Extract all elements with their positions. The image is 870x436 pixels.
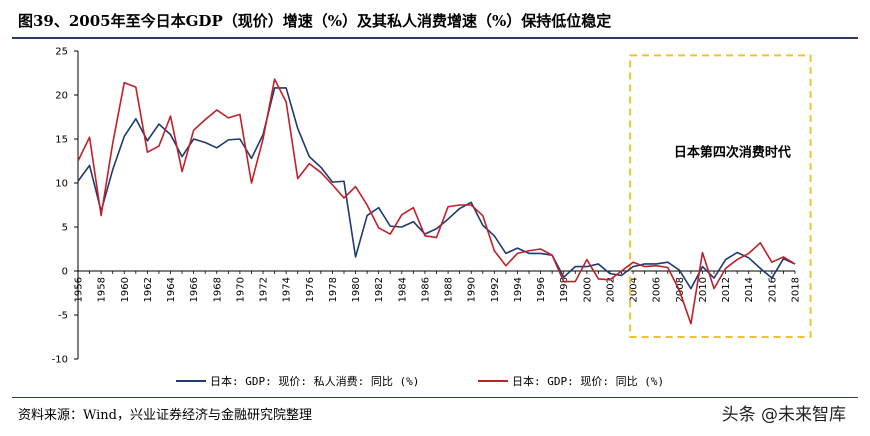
source-note: 资料来源：Wind，兴业证券经济与金融研究院整理 xyxy=(18,408,312,423)
page-title: 图39、2005年至今日本GDP（现价）增速（%）及其私人消费增速（%）保持低位… xyxy=(18,12,612,30)
annotation-box xyxy=(629,54,812,339)
x-axis: 1956 1958 1960 1962 1964 1966 1968 1970 1972 1974… xyxy=(74,270,802,302)
series-line-consumption xyxy=(77,87,796,290)
series-line-gdp xyxy=(77,78,796,325)
x-tick-label: 1980 xyxy=(351,277,362,302)
x-tick-label: 1984 xyxy=(397,277,408,302)
x-tick-label: 1974 xyxy=(282,277,293,302)
y-tick-label: 15 xyxy=(55,135,68,146)
x-tick-label: 1996 xyxy=(536,277,547,302)
y-axis: -10 -5 0 5 10 15 20 25 xyxy=(52,47,79,366)
x-tick-label: 1976 xyxy=(305,277,316,302)
legend-label-consumption: 日本: GDP: 现价: 私人消费: 同比 (%) xyxy=(210,374,419,388)
y-tick-label: -10 xyxy=(52,355,68,366)
footer-divider xyxy=(12,397,858,398)
x-tick-label: 1992 xyxy=(490,277,501,302)
x-tick-label: 2010 xyxy=(698,277,709,302)
x-tick-label: 1978 xyxy=(328,277,339,302)
x-tick-label: 1958 xyxy=(97,277,108,302)
x-tick-label: 1968 xyxy=(212,277,223,302)
x-tick-label: 1970 xyxy=(235,277,246,302)
x-tick-label: 2004 xyxy=(629,277,640,302)
title-divider xyxy=(12,37,858,39)
x-tick-label: 2016 xyxy=(767,277,778,302)
x-tick-label: 1998 xyxy=(559,277,570,302)
x-tick-label: 1966 xyxy=(189,277,200,302)
x-tick-label: 2000 xyxy=(582,277,593,302)
legend-label-gdp: 日本: GDP: 现价: 同比 (%) xyxy=(512,374,664,388)
x-tick-label: 1956 xyxy=(74,277,85,302)
y-tick-label: 25 xyxy=(55,47,68,58)
x-tick-label: 1960 xyxy=(120,277,131,302)
x-tick-label: 1972 xyxy=(259,277,270,302)
y-tick-label: 20 xyxy=(55,91,68,102)
legend: 日本: GDP: 现价: 私人消费: 同比 (%) 日本: GDP: 现价: 同… xyxy=(176,374,664,388)
x-tick-label: 2018 xyxy=(791,277,802,302)
highlight-annotation: 日本第四次消费时代 xyxy=(629,54,812,339)
y-tick-label: 0 xyxy=(62,267,68,278)
x-tick-label: 2012 xyxy=(721,277,732,302)
x-tick-label: 1964 xyxy=(166,277,177,302)
x-tick-label: 1994 xyxy=(513,277,524,302)
x-tick-label: 1982 xyxy=(374,277,385,302)
watermark: 头条 @未来智库 xyxy=(721,405,846,425)
x-tick-label: 2006 xyxy=(652,277,663,302)
x-tick-label: 1988 xyxy=(444,277,455,302)
x-tick-label: 2002 xyxy=(605,277,616,302)
y-tick-label: -5 xyxy=(58,311,68,322)
x-tick-label: 1990 xyxy=(467,277,478,302)
x-tick-label: 2014 xyxy=(744,277,755,302)
x-tick-label: 1986 xyxy=(420,277,431,302)
line-chart: -10 -5 0 5 10 15 20 25 1956 1958 1960 1962 1964 1966… xyxy=(52,47,812,388)
y-tick-label: 5 xyxy=(62,223,68,234)
annotation-label: 日本第四次消费时代 xyxy=(674,145,791,161)
x-tick-label: 2008 xyxy=(675,277,686,302)
y-tick-label: 10 xyxy=(55,179,68,190)
x-tick-label: 1962 xyxy=(143,277,154,302)
series-lines xyxy=(77,78,796,325)
